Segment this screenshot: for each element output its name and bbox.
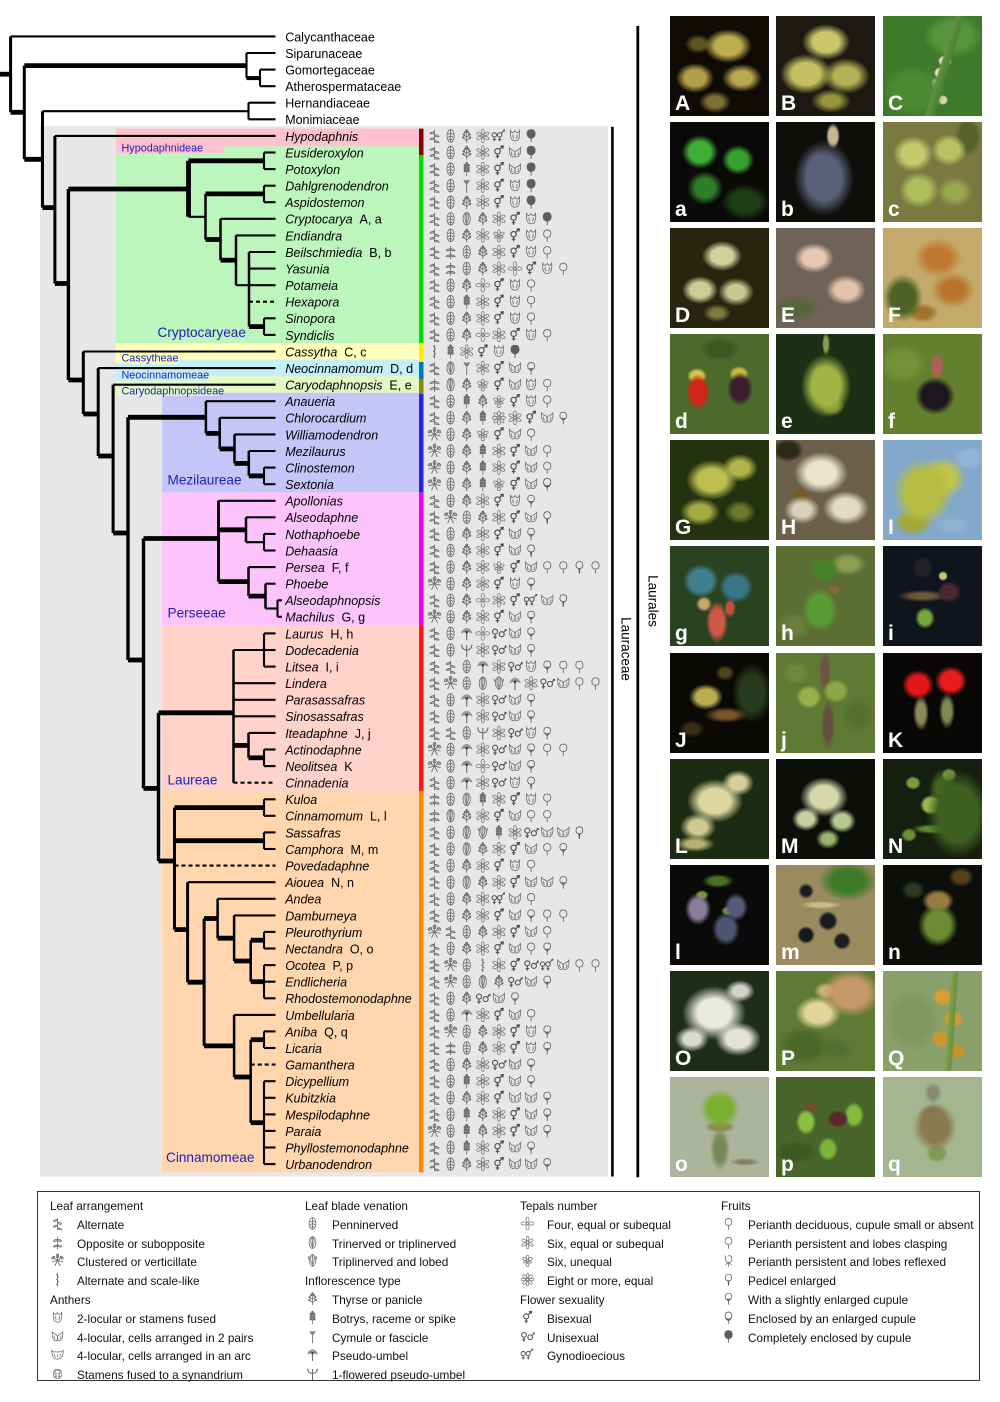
svg-text:Cinnadenia: Cinnadenia <box>285 777 348 791</box>
svg-text:Kubitzkia: Kubitzkia <box>285 1092 336 1106</box>
svg-text:Damburneya: Damburneya <box>285 909 357 923</box>
svg-text:Monimiaceae: Monimiaceae <box>285 113 359 127</box>
svg-text:Perseeae: Perseeae <box>168 606 226 621</box>
svg-text:Cassytheae: Cassytheae <box>122 353 179 365</box>
svg-text:Cinnamomeae: Cinnamomeae <box>166 1150 254 1165</box>
svg-text:Gamanthera: Gamanthera <box>285 1059 355 1073</box>
svg-text:Hypodaphnis: Hypodaphnis <box>285 130 358 144</box>
svg-text:Cinnamomum L, l: Cinnamomum L, l <box>285 810 386 824</box>
svg-text:Potoxylon: Potoxylon <box>285 163 340 177</box>
svg-text:Atherospermataceae: Atherospermataceae <box>285 80 401 94</box>
svg-text:Hexapora: Hexapora <box>285 296 339 310</box>
svg-text:Laurales: Laurales <box>646 575 661 627</box>
svg-text:Sinopora: Sinopora <box>285 312 335 326</box>
svg-text:Mespilodaphne: Mespilodaphne <box>285 1108 370 1122</box>
svg-text:Mezilaureae: Mezilaureae <box>168 473 242 488</box>
svg-text:Clinostemon: Clinostemon <box>285 462 355 476</box>
svg-text:Williamodendron: Williamodendron <box>285 428 378 442</box>
svg-text:Endiandra: Endiandra <box>285 229 342 243</box>
svg-text:Iteadaphne J, j: Iteadaphne J, j <box>285 727 370 741</box>
svg-text:Beilschmiedia B, b: Beilschmiedia B, b <box>285 246 391 260</box>
svg-text:Alseodaphnopsis: Alseodaphnopsis <box>284 594 380 608</box>
svg-text:Sextonia: Sextonia <box>285 478 334 492</box>
svg-text:Rhodostemonodaphne: Rhodostemonodaphne <box>285 992 412 1006</box>
svg-text:Laurus H, h: Laurus H, h <box>285 627 353 641</box>
svg-text:Gomortegaceae: Gomortegaceae <box>285 64 375 78</box>
svg-text:Pleurothyrium: Pleurothyrium <box>285 926 362 940</box>
svg-text:Calycanthaceae: Calycanthaceae <box>285 30 375 44</box>
svg-text:Lauraceae: Lauraceae <box>619 617 634 681</box>
svg-text:Caryodaphnopsis E, e: Caryodaphnopsis E, e <box>285 379 412 393</box>
svg-text:Endlicheria: Endlicheria <box>285 976 347 990</box>
svg-text:Neocinnamomeae: Neocinnamomeae <box>122 370 210 382</box>
svg-text:Cryptocarya A, a: Cryptocarya A, a <box>285 213 382 227</box>
svg-text:Andea: Andea <box>284 893 321 907</box>
svg-text:Neocinnamomum D, d: Neocinnamomum D, d <box>285 362 413 376</box>
svg-text:Parasassafras: Parasassafras <box>285 694 365 708</box>
svg-text:Aspidostemon: Aspidostemon <box>284 196 364 210</box>
svg-text:Aniba Q, q: Aniba Q, q <box>284 1025 348 1039</box>
svg-text:Aiouea N, n: Aiouea N, n <box>284 876 354 890</box>
svg-text:Urbanodendron: Urbanodendron <box>285 1158 372 1172</box>
svg-text:Paraia: Paraia <box>285 1125 321 1139</box>
svg-text:Siparunaceae: Siparunaceae <box>285 47 362 61</box>
svg-text:Hypodaphnideae: Hypodaphnideae <box>122 143 204 155</box>
svg-text:Anaueria: Anaueria <box>284 395 335 409</box>
svg-text:Apollonias: Apollonias <box>284 495 343 509</box>
svg-text:Alseodaphne: Alseodaphne <box>284 511 358 525</box>
svg-text:Dehaasia: Dehaasia <box>285 544 338 558</box>
svg-text:Phyllostemonodaphne: Phyllostemonodaphne <box>285 1141 409 1155</box>
svg-text:Chlorocardium: Chlorocardium <box>285 412 366 426</box>
svg-text:Persea F, f: Persea F, f <box>285 561 349 575</box>
svg-text:Povedadaphne: Povedadaphne <box>285 860 369 874</box>
svg-text:Kuloa: Kuloa <box>285 793 317 807</box>
svg-text:Sassafras: Sassafras <box>285 826 341 840</box>
svg-text:Sinosassafras: Sinosassafras <box>285 710 364 724</box>
svg-text:Actinodaphne: Actinodaphne <box>284 743 362 757</box>
svg-text:Umbellularia: Umbellularia <box>285 1009 355 1023</box>
svg-text:Nectandra O, o: Nectandra O, o <box>285 942 373 956</box>
svg-text:Neolitsea K: Neolitsea K <box>285 760 353 774</box>
svg-text:Litsea I, i: Litsea I, i <box>285 661 339 675</box>
svg-text:Dicypellium: Dicypellium <box>285 1075 349 1089</box>
svg-text:Cassytha C, c: Cassytha C, c <box>285 345 366 359</box>
svg-text:Dodecadenia: Dodecadenia <box>285 644 359 658</box>
svg-text:Yasunia: Yasunia <box>285 263 329 277</box>
svg-text:Potameia: Potameia <box>285 279 338 293</box>
svg-text:Caryodaphnopsideae: Caryodaphnopsideae <box>122 386 225 398</box>
svg-text:Laureae: Laureae <box>168 773 218 788</box>
svg-text:Nothaphoebe: Nothaphoebe <box>285 528 360 542</box>
svg-text:Cryptocaryeae: Cryptocaryeae <box>158 325 246 340</box>
svg-text:Machilus G, g: Machilus G, g <box>285 611 365 625</box>
svg-text:Hernandiaceae: Hernandiaceae <box>285 97 370 111</box>
svg-text:Dahlgrenodendron: Dahlgrenodendron <box>285 180 389 194</box>
svg-text:Camphora M, m: Camphora M, m <box>285 843 378 857</box>
svg-text:Syndiclis: Syndiclis <box>285 329 334 343</box>
svg-text:Phoebe: Phoebe <box>285 578 328 592</box>
svg-text:Lindera: Lindera <box>285 677 327 691</box>
svg-text:Eusideroxylon: Eusideroxylon <box>285 146 364 160</box>
svg-text:Licaria: Licaria <box>285 1042 322 1056</box>
svg-text:Ocotea P, p: Ocotea P, p <box>285 959 353 973</box>
svg-text:Mezilaurus: Mezilaurus <box>285 445 345 459</box>
